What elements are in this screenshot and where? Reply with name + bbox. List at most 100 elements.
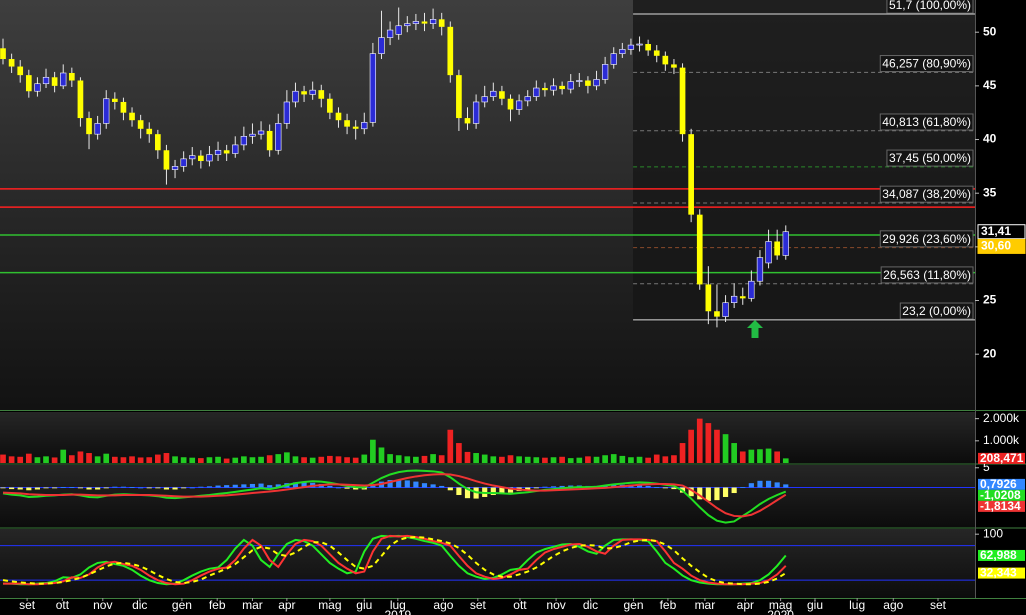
histogram-bar [654,487,660,488]
volume-bar [542,457,548,463]
candle-body [378,37,385,54]
fib-label: 37,45 (50,00%) [889,151,971,165]
x-tick-label: feb [209,598,226,612]
value-label-box [978,500,1025,512]
candle-body [68,72,75,81]
volume-bar [413,456,419,463]
volume-panel-bg [0,412,975,463]
histogram-bar [43,487,49,489]
candle-body [662,55,669,65]
x-tick-label: ott [56,598,70,612]
y-tick-label: 25 [983,293,997,307]
volume-bar [464,451,471,463]
candle-body [146,128,153,135]
y-tick-label: 1.000k [983,433,1020,447]
volume-bar [567,458,574,463]
volume-bar [275,454,282,463]
volume-bar [516,456,522,463]
x-tick-label: nov [546,598,565,612]
volume-bar [232,457,239,463]
volume-bar [378,447,385,463]
volume-bar [8,456,15,463]
volume-bar [77,451,84,463]
volume-bar [129,456,135,463]
candle-body [223,150,230,154]
candle-body [748,280,755,299]
volume-bar [490,456,497,463]
histogram-bar [636,485,643,488]
price-marker-box [977,224,1026,240]
candle-body [60,72,67,87]
candle-body [714,311,720,317]
candle-body [601,64,609,80]
candle-body [17,66,24,76]
histogram-bar [757,480,763,488]
candle-body [472,101,480,124]
candle-body [34,83,41,92]
volume-bar [395,455,402,463]
histogram-bar [172,487,178,490]
volume-bar [120,457,127,463]
candle-body [585,80,591,86]
volume-bar [258,456,264,463]
candle-body [386,29,394,38]
value-label: -1,0208 [980,488,1021,502]
candle-body [731,295,738,303]
histogram-bar [198,486,204,488]
x-tick-label: giu [807,598,823,612]
candle-body [25,75,32,92]
indicator-line [2,536,787,586]
volume-bar [189,457,196,463]
candle-body [292,90,299,103]
candle-body [352,126,359,129]
candle-body [490,90,497,97]
candle-body [395,25,402,35]
x-tick-label: lug [390,598,406,612]
value-label: 208,471 [980,451,1024,465]
histogram-bar [258,483,264,488]
year-label: 2019 [384,608,411,615]
volume-bar [266,455,273,463]
y-tick-label: 2.000k [983,411,1020,425]
x-tick-label: dic [583,598,598,612]
candle-body [619,49,626,54]
histogram-bar [499,487,505,494]
histogram-bar [731,487,737,494]
histogram-bar [17,487,23,490]
histogram-bar [9,487,15,490]
volume-bar [438,455,445,463]
candle-body [705,284,712,312]
candle-body [206,154,213,162]
volume-bar [387,454,393,463]
volume-bar [576,457,583,463]
x-tick-label: lug [849,598,865,612]
volume-bar [155,454,161,463]
volume-bar [585,456,591,463]
volume-bar [757,449,763,463]
histogram-bar [267,485,273,488]
volume-bar [559,456,565,463]
candle-body [412,21,420,24]
fib-label: 29,926 (23,60%) [882,232,971,246]
candle-body [593,79,600,87]
price-marker-label: 31,41 [981,224,1011,238]
volume-bar [361,454,368,463]
volume-bar [198,458,204,463]
histogram-bar [34,487,40,490]
candle-body [275,123,282,151]
candle-body [645,44,651,51]
volume-bar [774,451,780,463]
volume-bar [447,429,454,463]
value-label-box [978,489,1025,501]
value-label-box [978,478,1025,490]
histogram-bar [765,480,772,488]
x-tick-label: set [19,598,36,612]
volume-bar [25,453,32,463]
volume-bar [679,443,686,463]
candle-body [559,85,565,90]
histogram-bar [447,487,453,491]
candle-body [429,19,437,24]
histogram-bar [697,487,703,500]
fib-label: 40,813 (61,80%) [882,115,971,129]
